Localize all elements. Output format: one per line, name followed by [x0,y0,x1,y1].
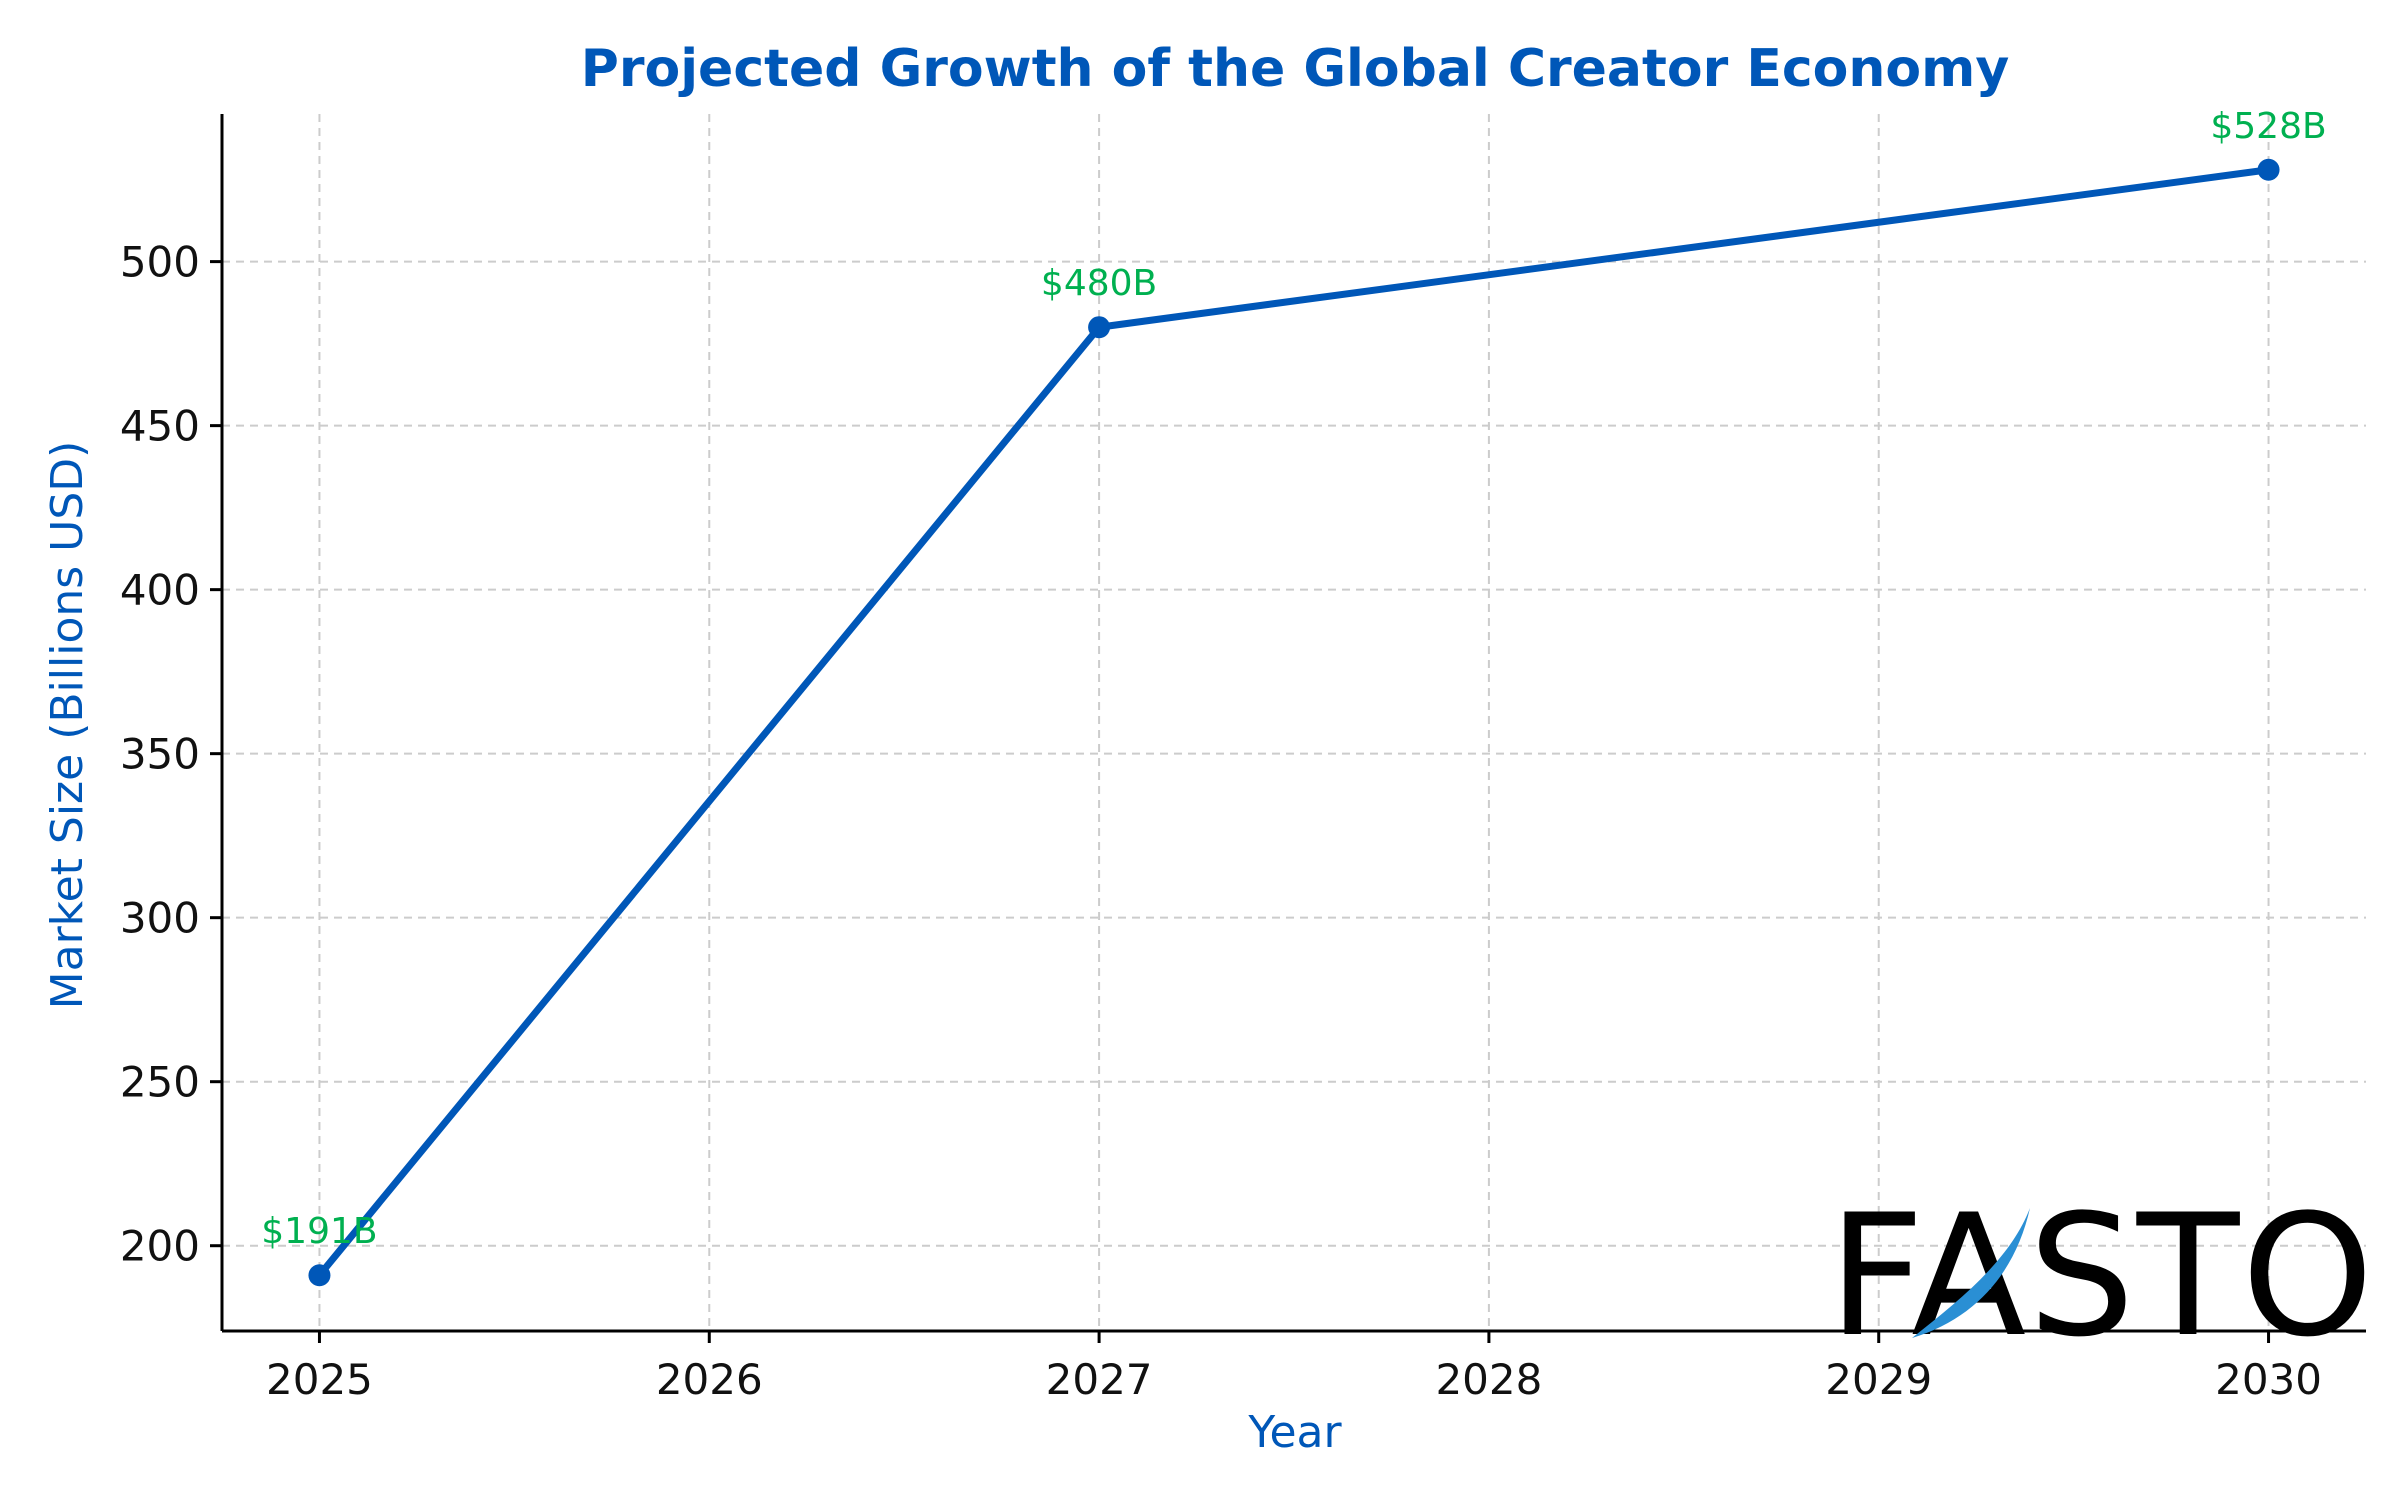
grid [222,114,2366,1331]
x-axis-label: Year [1247,1407,1342,1458]
x-tick-label: 2030 [2215,1355,2322,1404]
x-tick-label: 2025 [266,1355,373,1404]
series-line [315,166,2273,1279]
data-label: $191B [261,1211,377,1252]
data-label: $480B [1041,263,1157,304]
x-tick-label: 2026 [656,1355,763,1404]
ticks: 2025 2026 2027 2028 2029 2030 200 250 300 350 400 4… [120,238,2322,1404]
data-point [308,1264,331,1287]
y-tick-label: 450 [120,402,200,451]
axes [220,114,2366,1333]
x-tick-label: 2029 [1825,1355,1932,1404]
logo-text: FASTO [1828,1178,2376,1374]
chart-title: Projected Growth of the Global Creator E… [581,39,2009,99]
y-tick-label: 300 [120,894,200,943]
data-point [1088,316,1111,339]
series [308,158,2280,1287]
y-axis-label: Market Size (Billions USD) [42,441,93,1010]
y-tick-label: 250 [120,1058,200,1107]
fasto-logo: FASTO [1828,1178,2376,1374]
x-tick-label: 2028 [1435,1355,1542,1404]
y-tick-label: 500 [120,238,200,287]
y-tick-label: 200 [120,1222,200,1271]
y-tick-label: 400 [120,566,200,615]
y-tick-label: 350 [120,730,200,779]
data-label: $528B [2210,106,2326,147]
data-point [2257,158,2280,181]
data-labels: $191B $480B $528B [261,106,2326,1252]
x-tick-label: 2027 [1046,1355,1153,1404]
